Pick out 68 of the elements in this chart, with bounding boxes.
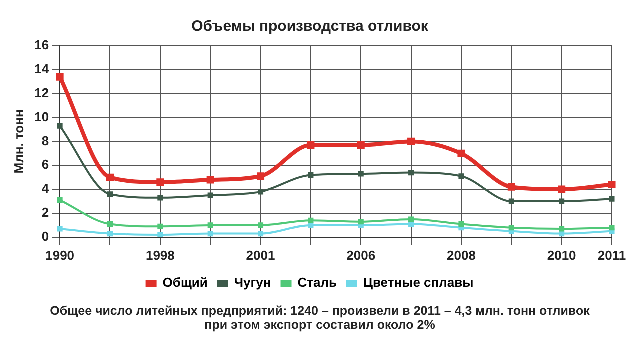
point bbox=[106, 174, 114, 182]
point bbox=[158, 195, 164, 201]
point bbox=[458, 150, 466, 158]
legend-label: Общий bbox=[162, 275, 208, 290]
point bbox=[358, 171, 364, 177]
point bbox=[508, 225, 514, 231]
y-axis-title: Млн. тонн bbox=[11, 110, 26, 174]
point bbox=[358, 219, 364, 225]
point bbox=[158, 224, 164, 230]
y-tick-label: 0 bbox=[42, 228, 50, 244]
x-tick-label: 1998 bbox=[146, 248, 175, 263]
y-tick-label: 10 bbox=[34, 109, 50, 124]
point bbox=[56, 73, 64, 81]
text: при этом экспорт составил около 2% bbox=[204, 318, 436, 332]
text: Общее число литейных предприятий: 1240 – произвели в 2011 – 4,3 млн. тонн отливок bbox=[49, 304, 591, 318]
point bbox=[156, 178, 164, 186]
y-tick-label: 16 bbox=[34, 38, 50, 53]
point bbox=[408, 216, 414, 222]
point bbox=[559, 231, 565, 237]
x-tick-label: 2006 bbox=[346, 248, 376, 263]
point bbox=[408, 170, 414, 176]
y-tick-label: 12 bbox=[34, 85, 50, 100]
x-tick-label: 2001 bbox=[246, 248, 276, 263]
chart-title: Объемы производства отливок bbox=[192, 18, 429, 36]
point bbox=[559, 198, 565, 204]
point bbox=[57, 198, 63, 204]
y-tick-label: 6 bbox=[42, 157, 50, 172]
point bbox=[307, 142, 315, 150]
point bbox=[208, 222, 214, 228]
x-tick-label: 1990 bbox=[46, 248, 75, 263]
point bbox=[308, 222, 314, 228]
point bbox=[408, 221, 414, 228]
point bbox=[559, 226, 565, 232]
point bbox=[208, 192, 214, 198]
point bbox=[258, 231, 264, 237]
point bbox=[258, 189, 264, 195]
point bbox=[258, 222, 264, 228]
y-tick-label: 14 bbox=[34, 62, 50, 77]
y-tick-label: 4 bbox=[42, 181, 50, 196]
point bbox=[609, 225, 615, 231]
point bbox=[508, 198, 514, 204]
point bbox=[508, 183, 516, 191]
x-tick-label: 2010 bbox=[547, 248, 576, 263]
point bbox=[609, 196, 615, 202]
legend-label: Сталь bbox=[298, 275, 338, 290]
point bbox=[458, 174, 464, 180]
point bbox=[257, 172, 265, 180]
point bbox=[107, 221, 114, 228]
y-tick-label: 2 bbox=[42, 205, 50, 220]
x-tick-label: 2008 bbox=[447, 248, 476, 263]
point bbox=[308, 218, 314, 224]
y-tick-label: 8 bbox=[42, 133, 50, 148]
point bbox=[458, 221, 464, 228]
point bbox=[558, 186, 566, 194]
legend-label: Чугун bbox=[234, 275, 272, 290]
point bbox=[158, 232, 164, 238]
point bbox=[57, 123, 63, 129]
point bbox=[107, 192, 114, 198]
point bbox=[107, 231, 114, 237]
legend-label: Цветные сплавы bbox=[363, 275, 474, 290]
point bbox=[206, 176, 214, 184]
point bbox=[57, 226, 63, 232]
point bbox=[308, 172, 314, 178]
point bbox=[608, 180, 616, 189]
point bbox=[408, 138, 416, 146]
point bbox=[208, 231, 214, 237]
point bbox=[357, 142, 365, 150]
x-tick-label: 2011 bbox=[598, 248, 626, 263]
